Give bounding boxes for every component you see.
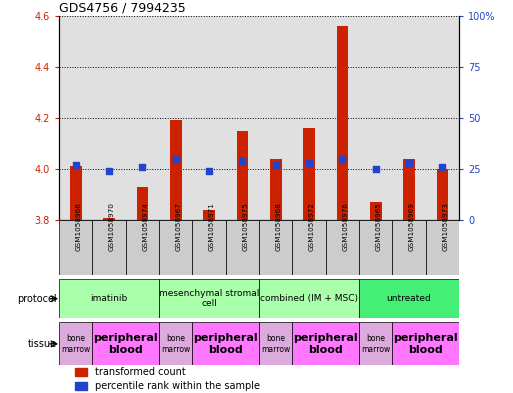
Bar	[92, 220, 126, 275]
Text: GSM1058970: GSM1058970	[109, 202, 115, 251]
Text: bone
marrow: bone marrow	[261, 334, 290, 354]
Bar	[159, 16, 192, 220]
Bar	[159, 220, 192, 275]
Text: percentile rank within the sample: percentile rank within the sample	[95, 381, 260, 391]
Bar	[359, 220, 392, 275]
Text: imatinib: imatinib	[90, 294, 128, 303]
Text: GSM1058976: GSM1058976	[343, 202, 348, 251]
Bar	[192, 322, 259, 365]
Bar	[259, 279, 359, 318]
Bar	[70, 167, 82, 220]
Bar	[136, 187, 148, 220]
Bar	[326, 220, 359, 275]
Text: peripheral
blood: peripheral blood	[93, 333, 158, 354]
Bar	[403, 159, 415, 220]
Bar	[426, 16, 459, 220]
Text: untreated: untreated	[387, 294, 431, 303]
Text: GSM1058967: GSM1058967	[175, 202, 182, 251]
Bar	[59, 220, 92, 275]
Point	[371, 166, 380, 172]
Bar	[359, 279, 459, 318]
Bar	[392, 322, 459, 365]
Point	[205, 168, 213, 174]
Bar	[292, 322, 359, 365]
Text: GSM1058971: GSM1058971	[209, 202, 215, 251]
Bar	[59, 16, 92, 220]
Bar	[259, 16, 292, 220]
Bar	[192, 16, 226, 220]
Text: GSM1058968: GSM1058968	[276, 202, 282, 251]
Point	[438, 164, 446, 170]
Bar	[359, 16, 392, 220]
Bar	[92, 322, 159, 365]
Bar	[392, 220, 426, 275]
Text: GSM1058965: GSM1058965	[376, 202, 382, 251]
Bar	[437, 169, 448, 220]
Bar	[292, 220, 326, 275]
Bar	[292, 16, 326, 220]
Bar	[126, 16, 159, 220]
Text: transformed count: transformed count	[95, 367, 186, 377]
Point	[405, 160, 413, 166]
Point	[138, 164, 146, 170]
Text: combined (IM + MSC): combined (IM + MSC)	[260, 294, 358, 303]
Bar	[392, 16, 426, 220]
Text: tissue: tissue	[27, 339, 56, 349]
Text: GSM1058975: GSM1058975	[242, 202, 248, 251]
Bar	[170, 120, 182, 220]
Text: peripheral
blood: peripheral blood	[293, 333, 358, 354]
Text: GSM1058973: GSM1058973	[442, 202, 448, 251]
Bar	[159, 322, 192, 365]
Point	[338, 156, 346, 162]
Text: GDS4756 / 7994235: GDS4756 / 7994235	[59, 2, 186, 15]
Bar	[226, 16, 259, 220]
Bar	[359, 322, 392, 365]
Bar	[126, 220, 159, 275]
Bar	[226, 220, 259, 275]
Bar	[326, 16, 359, 220]
Text: protocol: protocol	[17, 294, 56, 304]
Bar	[192, 220, 226, 275]
Bar	[337, 26, 348, 220]
Point	[305, 160, 313, 166]
Text: GSM1058974: GSM1058974	[143, 202, 148, 251]
Point	[105, 168, 113, 174]
Text: peripheral
blood: peripheral blood	[193, 333, 258, 354]
Text: mesenchymal stromal
cell: mesenchymal stromal cell	[159, 289, 259, 309]
Text: GSM1058972: GSM1058972	[309, 202, 315, 251]
Bar	[75, 382, 87, 390]
Text: GSM1058966: GSM1058966	[76, 202, 82, 251]
Text: GSM1058969: GSM1058969	[409, 202, 415, 251]
Bar	[426, 220, 459, 275]
Bar	[303, 128, 315, 220]
Point	[171, 156, 180, 162]
Bar	[103, 218, 115, 220]
Point	[71, 162, 80, 168]
Text: peripheral
blood: peripheral blood	[393, 333, 458, 354]
Bar	[59, 279, 159, 318]
Bar	[236, 130, 248, 220]
Point	[238, 158, 246, 164]
Bar	[259, 322, 292, 365]
Bar	[75, 368, 87, 376]
Bar	[59, 322, 92, 365]
Bar	[92, 16, 126, 220]
Bar	[370, 202, 382, 220]
Bar	[259, 220, 292, 275]
Bar	[203, 210, 215, 220]
Text: bone
marrow: bone marrow	[61, 334, 90, 354]
Bar	[159, 279, 259, 318]
Bar	[270, 159, 282, 220]
Text: bone
marrow: bone marrow	[361, 334, 390, 354]
Point	[271, 162, 280, 168]
Text: bone
marrow: bone marrow	[161, 334, 190, 354]
